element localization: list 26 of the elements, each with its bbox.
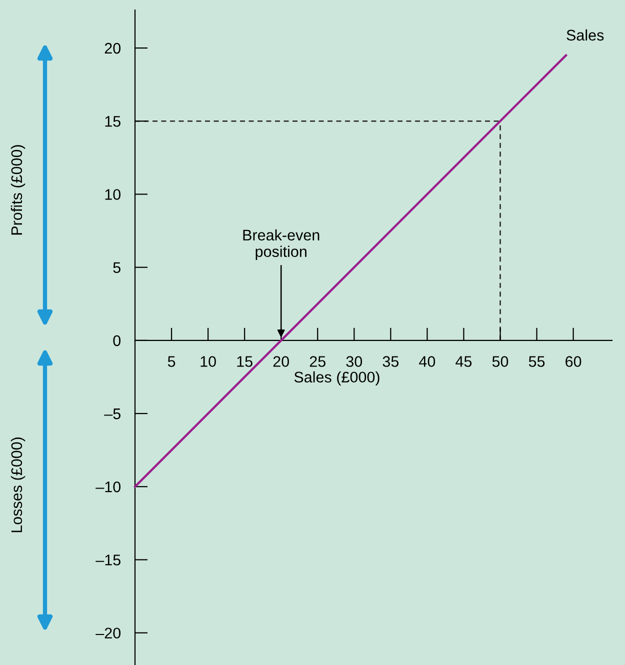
text: Profits (£000)	[10, 145, 26, 235]
text: Losses (£000)	[10, 438, 26, 532]
y-tick-label: 5	[113, 262, 120, 274]
x-tick-label: 55	[528, 356, 545, 367]
y-tick-label: –5	[104, 408, 120, 420]
x-tick-label: 30	[346, 356, 362, 367]
y-tick-label: 10	[105, 189, 121, 200]
x-tick-label: 35	[382, 356, 399, 367]
y-tick-label: 0	[113, 335, 121, 346]
x-tick-label: 25	[310, 356, 326, 367]
y-tick-label: 20	[104, 42, 121, 54]
y-tick-label: –15	[96, 554, 120, 566]
annotation: Break-even position	[243, 229, 320, 260]
x-axis-title: Sales (£000)	[294, 371, 380, 386]
y-tick-label: –20	[96, 628, 121, 639]
x-tick-label: 5	[168, 356, 176, 367]
x-tick-label: 20	[273, 356, 289, 367]
y-tick-label: 15	[105, 116, 120, 127]
series-label: Sales	[566, 29, 604, 41]
x-tick-label: 15	[237, 356, 252, 367]
x-tick-label: 10	[200, 356, 216, 367]
y-tick-label: –10	[96, 481, 121, 492]
x-tick-label: 40	[419, 356, 436, 367]
x-tick-label: 45	[456, 356, 472, 367]
x-tick-label: 60	[566, 356, 582, 367]
x-tick-label: 50	[492, 356, 508, 367]
